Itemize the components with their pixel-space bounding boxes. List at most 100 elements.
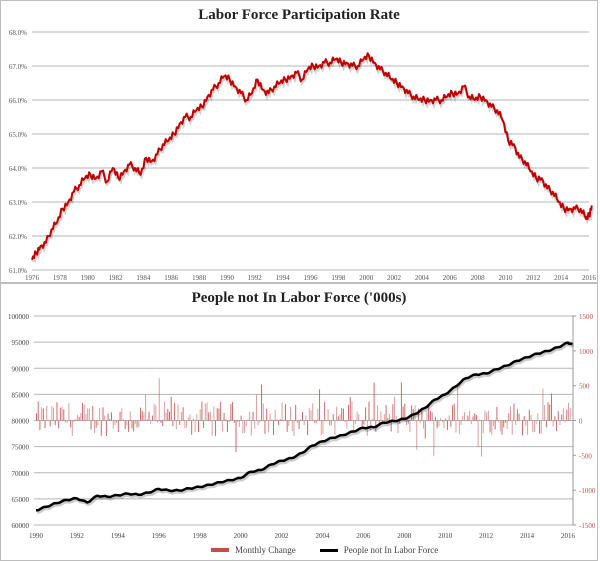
monthly-change-bar <box>192 418 194 421</box>
monthly-change-bar <box>411 405 413 421</box>
monthly-change-bar <box>501 420 503 435</box>
monthly-change-bar <box>59 407 61 421</box>
monthly-change-bar <box>528 409 530 421</box>
monthly-change-bar <box>267 420 269 433</box>
x-tick-label: 2008 <box>397 532 412 540</box>
monthly-change-bar <box>184 420 186 429</box>
monthly-change-bar <box>446 420 448 431</box>
x-tick-label: 2004 <box>415 274 430 282</box>
monthly-change-bar <box>346 420 348 429</box>
monthly-change-bar <box>71 420 73 436</box>
monthly-change-bar <box>160 420 162 424</box>
monthly-change-bar <box>358 414 360 421</box>
monthly-change-bar <box>380 411 382 421</box>
monthly-change-bar <box>550 393 552 421</box>
y-tick-label: 61.0% <box>9 267 27 275</box>
monthly-change-bar <box>351 401 353 421</box>
monthly-change-bar <box>433 420 435 456</box>
monthly-change-bar <box>516 409 518 421</box>
monthly-change-bar <box>255 394 257 421</box>
monthly-change-bar <box>426 411 428 421</box>
x-tick-label: 1998 <box>193 532 208 540</box>
monthly-change-bar <box>175 420 177 430</box>
y-tick-label: 66.0% <box>9 97 27 105</box>
monthly-change-bar <box>174 403 176 421</box>
monthly-change-bar <box>249 411 251 421</box>
monthly-change-bar <box>568 402 569 421</box>
monthly-change-bar <box>455 420 457 433</box>
monthly-change-bar <box>128 420 130 432</box>
monthly-change-bar <box>319 389 321 421</box>
monthly-change-bar <box>165 412 167 421</box>
monthly-change-bar <box>419 420 421 424</box>
monthly-change-bar <box>257 420 259 426</box>
monthly-change-bar <box>182 407 184 421</box>
monthly-change-bar <box>467 415 469 421</box>
monthly-change-bar <box>296 420 298 423</box>
monthly-change-bar <box>440 417 442 421</box>
monthly-change-bar <box>163 401 165 421</box>
monthly-change-bar <box>68 403 70 421</box>
monthly-change-bar <box>167 408 169 421</box>
monthly-change-bar <box>220 401 222 421</box>
top-chart-title: Labor Force Participation Rate <box>198 7 400 23</box>
monthly-change-bar <box>458 420 460 435</box>
monthly-change-bar <box>457 383 459 421</box>
monthly-change-bar <box>315 420 317 424</box>
monthly-change-bar <box>491 420 493 435</box>
monthly-change-bar <box>342 408 344 421</box>
monthly-change-bar <box>83 404 85 421</box>
monthly-change-bar <box>377 405 379 421</box>
x-tick-label: 2012 <box>526 274 541 282</box>
monthly-change-bar <box>63 409 65 421</box>
monthly-change-bar <box>361 420 363 428</box>
monthly-change-bar <box>44 420 46 429</box>
monthly-change-bar <box>530 414 532 421</box>
monthly-change-bar <box>233 420 235 423</box>
monthly-change-bar <box>477 420 479 447</box>
monthly-change-bar <box>492 420 494 426</box>
monthly-change-bar <box>499 420 501 432</box>
left-y-tick-label: 70000 <box>12 470 30 478</box>
x-tick-label: 1988 <box>192 274 207 282</box>
monthly-change-bar <box>305 415 307 421</box>
monthly-change-bar <box>406 420 408 425</box>
monthly-change-bar <box>547 402 549 421</box>
monthly-change-bar <box>240 415 242 421</box>
left-y-tick-label: 90000 <box>12 365 30 373</box>
monthly-change-bar <box>462 415 464 421</box>
monthly-change-bar <box>341 407 343 421</box>
monthly-change-bar <box>88 408 90 421</box>
monthly-change-bar <box>329 420 331 426</box>
monthly-change-bar <box>122 419 124 421</box>
x-tick-label: 1976 <box>25 274 40 282</box>
monthly-change-bar <box>322 420 324 434</box>
x-tick-label: 2016 <box>561 532 576 540</box>
monthly-change-bar <box>506 420 508 429</box>
monthly-change-bar <box>158 378 160 421</box>
monthly-change-bar <box>404 403 406 421</box>
monthly-change-bar <box>36 413 37 421</box>
monthly-change-bar <box>317 408 319 421</box>
monthly-change-bar <box>521 420 523 436</box>
legend-monthly-change: Monthly Change <box>235 545 296 555</box>
monthly-change-bar <box>513 403 515 421</box>
monthly-change-bar <box>313 420 315 424</box>
monthly-change-bar <box>472 416 474 421</box>
legend-line-swatch <box>319 548 338 552</box>
monthly-change-bar <box>363 420 365 425</box>
x-tick-label: 1982 <box>109 274 124 282</box>
monthly-change-bar <box>107 413 109 421</box>
monthly-change-bar <box>549 404 551 421</box>
x-tick-label: 1978 <box>53 274 68 282</box>
monthly-change-bar <box>134 420 136 424</box>
monthly-change-bar <box>511 420 513 435</box>
monthly-change-bar <box>150 420 152 425</box>
monthly-change-bar <box>254 420 256 429</box>
chart-legend: Monthly Change People not In Labor Force <box>211 545 438 555</box>
monthly-change-bar <box>388 413 390 421</box>
x-tick-label: 2002 <box>275 532 290 540</box>
monthly-change-bar <box>85 413 87 421</box>
monthly-change-bar <box>261 384 263 421</box>
right-y-tick-label: -1500 <box>579 522 596 530</box>
